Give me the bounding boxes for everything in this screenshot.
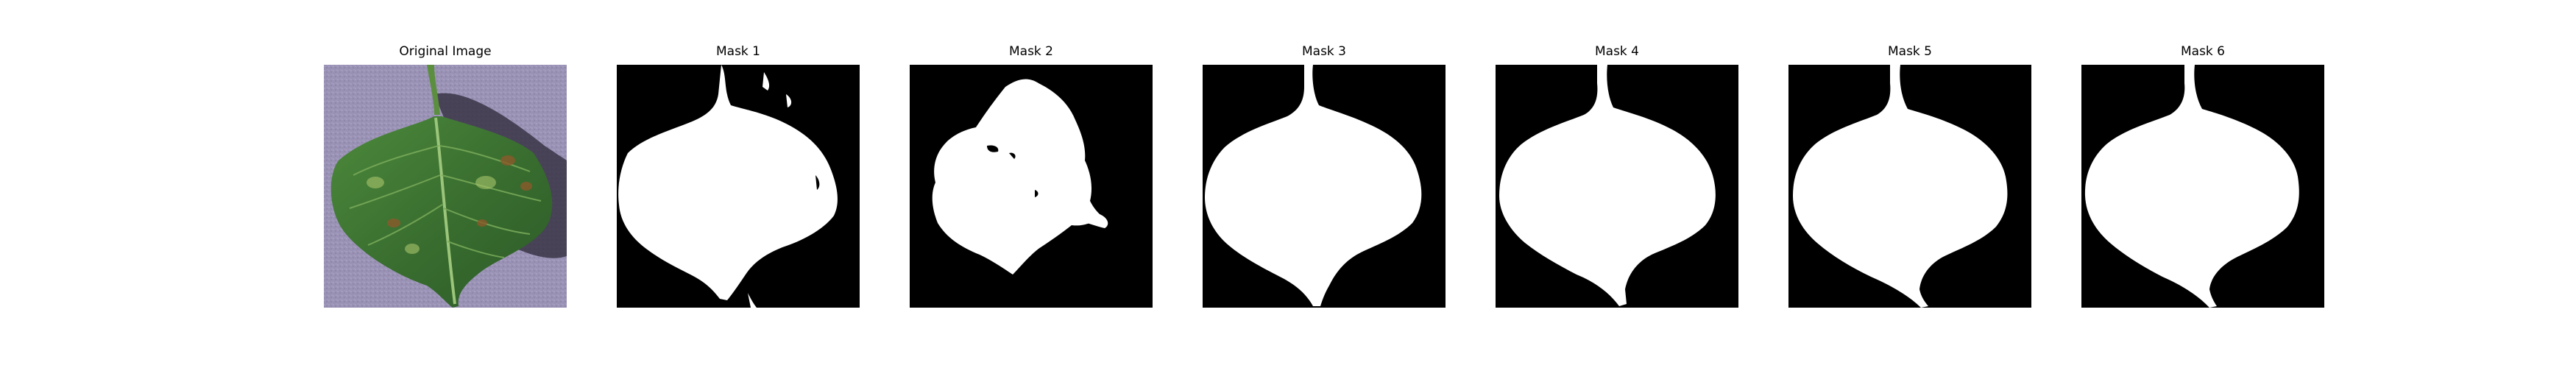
mask-1-panel <box>617 65 860 308</box>
panel-title-mask-5: Mask 5 <box>1887 44 1932 59</box>
panel-title-mask-6: Mask 6 <box>2180 44 2225 59</box>
mask-2-panel <box>910 65 1153 308</box>
mask-5-icon <box>1788 65 2031 308</box>
mask-2-icon <box>910 65 1153 308</box>
mask-5-panel <box>1788 65 2031 308</box>
panel-title-original: Original Image <box>399 44 492 59</box>
panel-title-mask-1: Mask 1 <box>715 44 760 59</box>
mask-6-panel <box>2081 65 2324 308</box>
panel-title-mask-4: Mask 4 <box>1594 44 1639 59</box>
mask-4-icon <box>1496 65 1738 308</box>
mask-1-icon <box>617 65 860 308</box>
panel-title-mask-2: Mask 2 <box>1008 44 1053 59</box>
mask-4-panel <box>1496 65 1738 308</box>
original-image-panel <box>324 65 567 308</box>
mask-6-icon <box>2081 65 2324 308</box>
leaf-photo-icon <box>324 65 567 308</box>
mask-3-panel <box>1203 65 1446 308</box>
mask-3-icon <box>1203 65 1446 308</box>
panel-title-mask-3: Mask 3 <box>1301 44 1346 59</box>
